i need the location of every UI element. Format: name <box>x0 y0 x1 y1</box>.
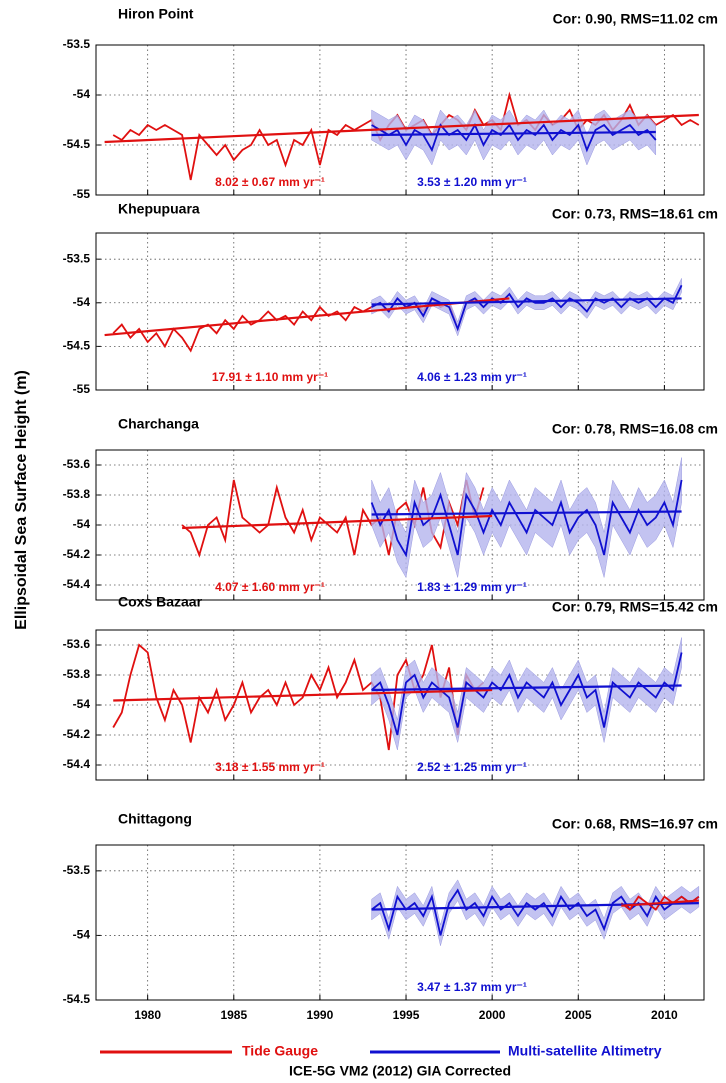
trend-line <box>113 688 493 702</box>
trend-label: 3.53 ± 1.20 mm yr⁻¹ <box>417 175 527 189</box>
y-tick-label: -53.8 <box>63 667 91 681</box>
plot-frame <box>95 629 705 781</box>
y-tick-label: -54 <box>73 928 91 942</box>
plot-frame <box>95 232 705 391</box>
x-tick-label: 1980 <box>134 1008 161 1022</box>
trend-label: 17.91 ± 1.10 mm yr⁻¹ <box>212 370 328 384</box>
trend-line <box>371 130 656 137</box>
y-tick-label: -55 <box>73 382 91 396</box>
x-tick-label: 2010 <box>651 1008 678 1022</box>
series-line <box>371 652 683 736</box>
trend-label: 3.18 ± 1.55 mm yr⁻¹ <box>215 760 325 774</box>
trend-line <box>182 514 493 530</box>
series-line <box>112 643 485 751</box>
y-tick-label: -53.5 <box>63 863 91 877</box>
panel-annotation: Cor: 0.68, RMS=16.97 cm <box>552 816 718 832</box>
error-band <box>371 109 657 166</box>
trend-line <box>621 899 699 907</box>
y-tick-label: -54.4 <box>63 577 91 591</box>
trend-line <box>371 510 682 516</box>
y-axis-label: Ellipsoidal Sea Surface Height (m) <box>13 370 30 630</box>
y-tick-label: -54.2 <box>63 727 91 741</box>
x-tick-label: 1985 <box>220 1008 247 1022</box>
y-tick-label: -54 <box>73 87 91 101</box>
trend-line <box>104 297 510 337</box>
y-tick-label: -53.8 <box>63 487 91 501</box>
trend-line <box>371 684 682 692</box>
y-tick-label: -53.6 <box>63 457 91 471</box>
trend-label: 4.06 ± 1.23 mm yr⁻¹ <box>417 370 527 384</box>
y-tick-label: -54.2 <box>63 547 91 561</box>
series-line <box>370 479 683 558</box>
trend-label: 3.47 ± 1.37 mm yr⁻¹ <box>417 980 527 994</box>
y-tick-label: -54 <box>73 697 91 711</box>
y-tick-label: -54.4 <box>63 757 91 771</box>
plot-frame <box>95 844 705 1001</box>
panel-title: Charchanga <box>118 416 199 432</box>
x-tick-label: 2000 <box>479 1008 506 1022</box>
trend-label: 4.07 ± 1.60 mm yr⁻¹ <box>215 580 325 594</box>
plot-frame <box>95 449 705 601</box>
trend-label: 2.52 ± 1.25 mm yr⁻¹ <box>417 760 527 774</box>
y-tick-label: -55 <box>73 187 91 201</box>
x-tick-label: 1995 <box>393 1008 420 1022</box>
caption: ICE-5G VM2 (2012) GIA Corrected <box>289 1063 511 1079</box>
y-tick-label: -54.5 <box>63 339 91 353</box>
y-tick-label: -53.5 <box>63 251 91 265</box>
error-band <box>371 278 682 337</box>
trend-line <box>371 297 682 306</box>
y-tick-label: -54.5 <box>63 137 91 151</box>
trend-line <box>104 113 699 144</box>
trend-label: 8.02 ± 0.67 mm yr⁻¹ <box>215 175 325 189</box>
legend-label: Multi-satellite Altimetry <box>508 1043 662 1059</box>
panel-title: Chittagong <box>118 811 192 827</box>
panel-title: Khepupuara <box>118 201 200 217</box>
y-tick-label: -54 <box>73 295 91 309</box>
x-tick-label: 1990 <box>307 1008 334 1022</box>
error-band <box>371 637 682 751</box>
y-tick-label: -53.6 <box>63 637 91 651</box>
panel-annotation: Cor: 0.73, RMS=18.61 cm <box>552 206 718 222</box>
panel-title: Coxs Bazaar <box>118 594 203 610</box>
y-tick-label: -54.5 <box>63 992 91 1006</box>
panel-annotation: Cor: 0.78, RMS=16.08 cm <box>552 421 718 437</box>
trend-label: 1.83 ± 1.29 mm yr⁻¹ <box>417 580 527 594</box>
y-tick-label: -53.5 <box>63 37 91 51</box>
legend-label: Tide Gauge <box>242 1043 318 1059</box>
panel-title: Hiron Point <box>118 6 194 22</box>
panel-annotation: Cor: 0.90, RMS=11.02 cm <box>553 11 718 27</box>
error-band <box>371 457 682 579</box>
plot-frame <box>95 44 705 196</box>
panel-annotation: Cor: 0.79, RMS=15.42 cm <box>552 599 718 615</box>
x-tick-label: 2005 <box>565 1008 592 1022</box>
y-tick-label: -54 <box>73 517 91 531</box>
